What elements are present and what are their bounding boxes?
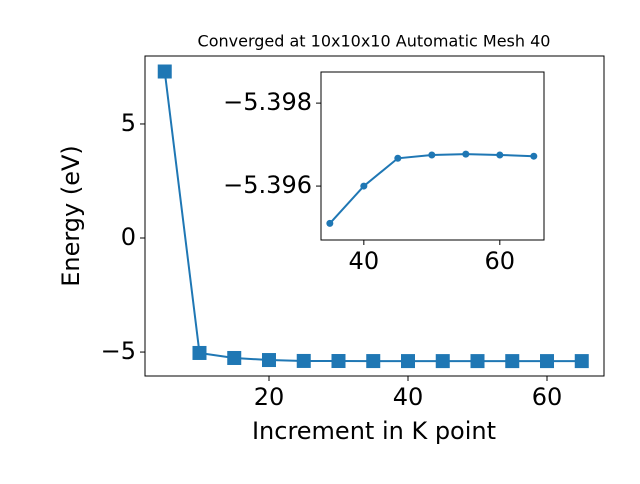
y-tick-label: −5 bbox=[101, 337, 136, 365]
point bbox=[157, 64, 172, 79]
y-tick-label: −5.396 bbox=[223, 171, 312, 199]
x-tick-label: 60 bbox=[485, 247, 516, 275]
point bbox=[360, 182, 368, 190]
point bbox=[326, 219, 334, 227]
point bbox=[296, 353, 311, 368]
point bbox=[505, 354, 520, 369]
y-tick-label: 0 bbox=[121, 223, 136, 251]
y-tick-label: −5.398 bbox=[223, 88, 312, 116]
point bbox=[227, 350, 242, 365]
point bbox=[366, 354, 381, 369]
point bbox=[192, 345, 207, 360]
point bbox=[394, 154, 402, 162]
point bbox=[574, 354, 589, 369]
y-tick-label: 5 bbox=[121, 109, 136, 137]
x-axis-label: Increment in K point bbox=[252, 417, 496, 445]
point bbox=[496, 151, 504, 159]
y-axis-label: Energy (eV) bbox=[57, 145, 85, 287]
point bbox=[428, 151, 436, 159]
x-tick-label: 40 bbox=[349, 247, 380, 275]
point bbox=[462, 150, 470, 158]
point bbox=[470, 354, 485, 369]
point bbox=[435, 354, 450, 369]
point bbox=[540, 354, 555, 369]
point bbox=[530, 152, 538, 160]
point bbox=[261, 353, 276, 368]
point bbox=[401, 354, 416, 369]
x-tick-label: 60 bbox=[532, 383, 563, 411]
point bbox=[331, 354, 346, 369]
chart-title: Converged at 10x10x10 Automatic Mesh 40 bbox=[198, 32, 551, 51]
x-tick-label: 20 bbox=[254, 383, 285, 411]
x-tick-label: 40 bbox=[393, 383, 424, 411]
